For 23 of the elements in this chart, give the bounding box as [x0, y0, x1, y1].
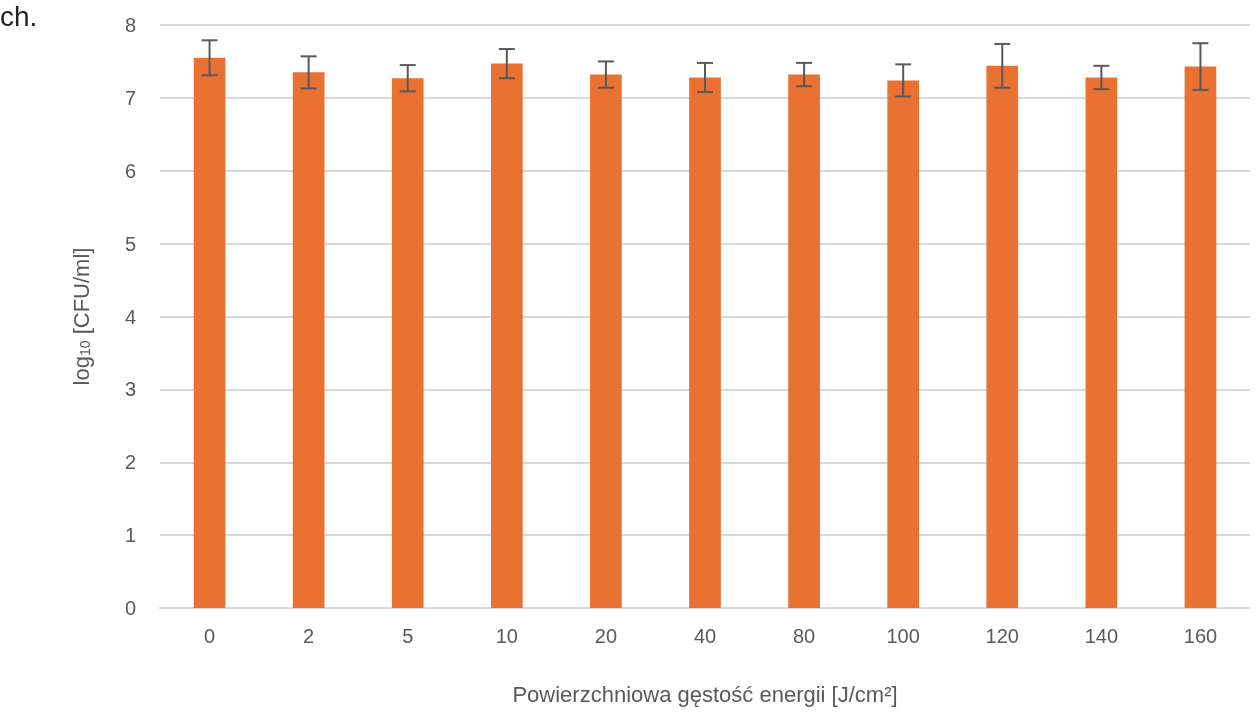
y-tick-label: 8 — [124, 14, 136, 36]
y-tick-label: 6 — [124, 159, 136, 182]
x-tick-label: 120 — [985, 625, 1019, 647]
y-axis-title: log10 [CFU/ml] — [68, 247, 94, 386]
x-tick-label: 10 — [495, 625, 518, 647]
y-tick-label: 0 — [124, 597, 136, 619]
x-tick-label: 160 — [1183, 625, 1218, 647]
x-tick-label: 2 — [303, 625, 315, 647]
y-tick-label: 4 — [124, 305, 136, 328]
y-tick-label: 7 — [124, 86, 136, 109]
x-tick-label: 40 — [693, 625, 717, 647]
x-axis-title: Powierzchniowa gęstość energii [J/cm²] — [512, 681, 898, 707]
text: ch. — [0, 0, 38, 32]
x-tick-label: 100 — [886, 625, 920, 647]
y-tick-label: 1 — [124, 524, 136, 547]
y-tick-label: 5 — [124, 232, 136, 255]
x-tick-label: 20 — [594, 625, 618, 647]
x-tick-label: 0 — [203, 625, 216, 647]
x-tick-label: 5 — [402, 625, 414, 647]
x-tick-label: 140 — [1084, 625, 1119, 647]
x-tick-label: 80 — [792, 625, 816, 647]
y-tick-label: 3 — [124, 378, 136, 401]
y-tick-label: 2 — [124, 451, 136, 474]
